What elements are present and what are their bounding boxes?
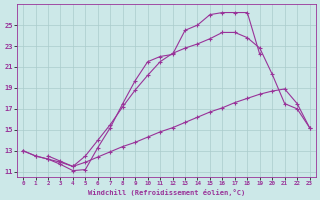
X-axis label: Windchill (Refroidissement éolien,°C): Windchill (Refroidissement éolien,°C) [88, 189, 245, 196]
